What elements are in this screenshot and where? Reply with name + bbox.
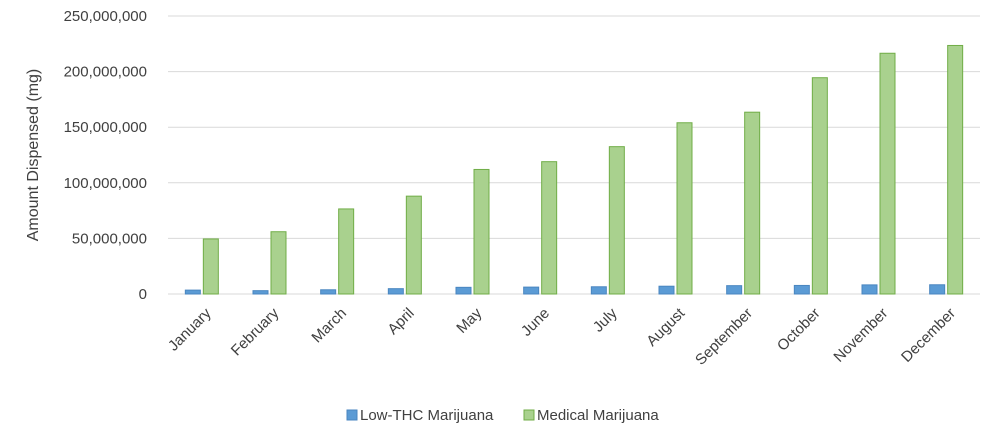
legend-label: Low-THC Marijuana bbox=[360, 407, 494, 424]
bar-low-thc-april bbox=[387, 288, 404, 295]
bar-medical-october bbox=[811, 77, 828, 295]
y-axis-title: Amount Dispensed (mg) bbox=[25, 69, 42, 242]
bar-medical-june bbox=[541, 161, 558, 295]
x-axis-ticks: January February March April May June July Augu… bbox=[165, 304, 959, 368]
x-tick-label: November bbox=[830, 305, 891, 366]
bar-medical-november bbox=[879, 52, 896, 295]
x-tick-label: October bbox=[774, 305, 824, 355]
bar-low-thc-march bbox=[320, 289, 337, 295]
bar-low-thc-january bbox=[184, 289, 201, 295]
bar-low-thc-september bbox=[726, 285, 743, 295]
x-tick-label: December bbox=[898, 305, 959, 366]
bar-medical-january bbox=[202, 238, 219, 295]
bar-low-thc-may bbox=[455, 286, 472, 295]
bar-low-thc-june bbox=[523, 286, 540, 295]
x-tick-label: July bbox=[590, 304, 621, 335]
bar-low-thc-october bbox=[793, 284, 810, 295]
bar-medical-july bbox=[608, 146, 625, 295]
x-tick-label: June bbox=[518, 305, 553, 340]
bar-low-thc-july bbox=[590, 286, 607, 295]
x-tick-label: May bbox=[453, 304, 485, 336]
x-tick-label: August bbox=[643, 304, 689, 350]
bar-medical-april bbox=[405, 195, 422, 295]
bar-low-thc-february bbox=[252, 290, 269, 295]
x-tick-label: April bbox=[384, 305, 417, 338]
bar-medical-march bbox=[338, 208, 355, 295]
y-tick-label: 200,000,000 bbox=[64, 64, 147, 81]
x-tick-label: September bbox=[692, 305, 756, 369]
gridlines bbox=[168, 15, 980, 295]
legend-swatch bbox=[523, 409, 535, 421]
bar-medical-september bbox=[744, 111, 761, 295]
x-tick-label: February bbox=[228, 304, 283, 359]
y-tick-label: 0 bbox=[139, 286, 147, 303]
bar-low-thc-november bbox=[861, 284, 878, 295]
bars bbox=[184, 44, 964, 295]
y-tick-label: 250,000,000 bbox=[64, 8, 147, 25]
bar-medical-august bbox=[676, 122, 693, 295]
x-tick-label: March bbox=[308, 305, 349, 346]
bar-medical-december bbox=[947, 44, 964, 295]
y-tick-label: 50,000,000 bbox=[72, 230, 147, 247]
bar-low-thc-august bbox=[658, 285, 675, 295]
y-tick-label: 100,000,000 bbox=[64, 175, 147, 192]
y-tick-label: 150,000,000 bbox=[64, 119, 147, 136]
y-axis-ticks: 0 50,000,000 100,000,000 150,000,000 200,000… bbox=[64, 8, 147, 303]
legend-swatch bbox=[346, 409, 358, 421]
bar-low-thc-december bbox=[929, 284, 946, 295]
x-tick-label: January bbox=[165, 304, 215, 354]
bar-medical-may bbox=[473, 168, 490, 295]
legend: Low-THC Marijuana Medical Marijuana bbox=[346, 407, 659, 424]
bar-medical-february bbox=[270, 231, 287, 295]
legend-label: Medical Marijuana bbox=[537, 407, 659, 424]
